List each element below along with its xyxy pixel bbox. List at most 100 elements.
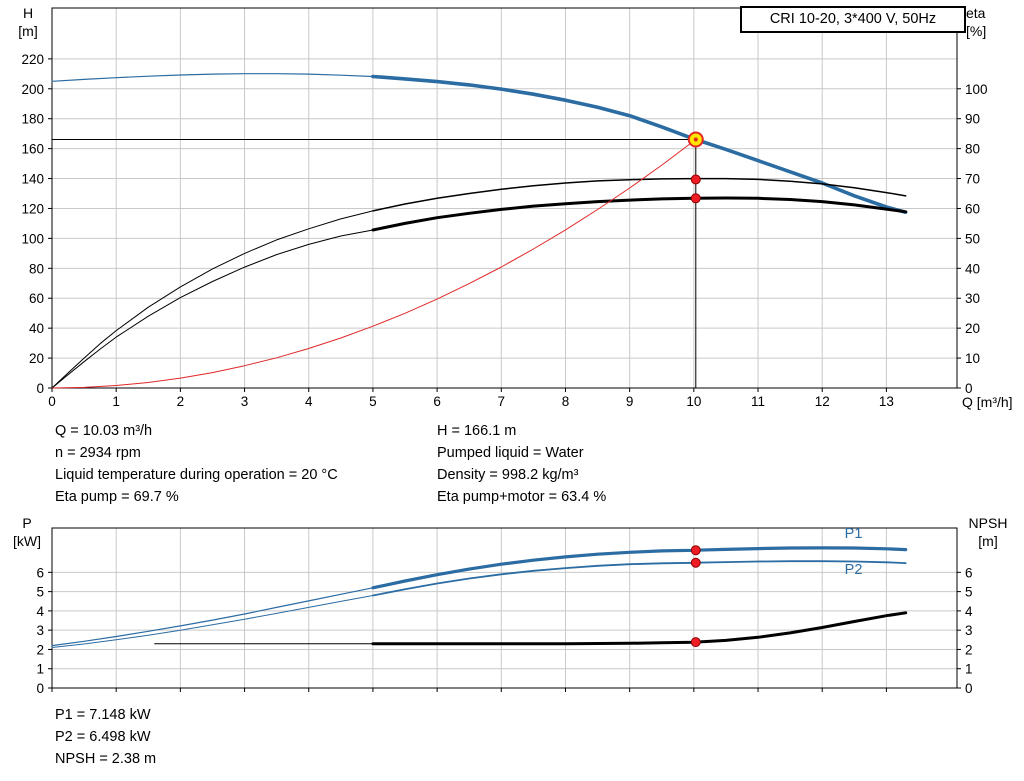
p1-point [690, 545, 701, 556]
y-left-tick-label: 5 [36, 585, 44, 600]
y-right-tick-label: 80 [965, 142, 980, 157]
y-right-tick-label: 10 [965, 351, 980, 366]
y-right-tick-label: 4 [965, 604, 973, 619]
x-tick-label: 3 [241, 394, 249, 409]
y-left-tick-label: 60 [29, 291, 44, 306]
y-left-tick-label: 160 [21, 142, 44, 157]
y-left-tick-label: 3 [36, 623, 44, 638]
info-npsh: NPSH = 2.38 m [55, 751, 157, 767]
q-axis-title: Q [m³/h] [962, 394, 1013, 410]
p2-curve-low [51, 595, 374, 648]
info-eta-pump: Eta pump = 69.7 % [55, 489, 179, 505]
y-left-tick-label: 180 [21, 112, 44, 127]
pump-title-box: CRI 10-20, 3*400 V, 50Hz [740, 6, 966, 33]
p1-curve-low [51, 587, 374, 647]
y-left-tick-label: 4 [36, 604, 44, 619]
y-right-tick-label: 90 [965, 112, 980, 127]
x-tick-label: 5 [369, 394, 377, 409]
h-axis-title: H [m] [8, 4, 48, 40]
p2-curve [372, 560, 907, 597]
y-right-tick-label: 1 [965, 662, 973, 677]
info-p1: P1 = 7.148 kW [55, 707, 151, 723]
p-axis-title: P [kW] [6, 514, 48, 550]
x-tick-label: 1 [112, 394, 120, 409]
duty-info-right: H = 166.1 m Pumped liquid = Water Densit… [437, 420, 817, 508]
y-left-tick-label: 80 [29, 261, 44, 276]
y-right-tick-label: 50 [965, 231, 980, 246]
x-tick-label: 8 [562, 394, 570, 409]
npsh-axis-title-line1: NPSH [968, 515, 1008, 531]
duty-point-center [693, 137, 698, 142]
npsh-curve [371, 611, 908, 646]
x-tick-label: 7 [498, 394, 506, 409]
y-right-tick-label: 30 [965, 291, 980, 306]
info-liquid-temp: Liquid temperature during operation = 20… [55, 467, 338, 483]
x-tick-label: 4 [305, 394, 313, 409]
p1-curve [371, 546, 908, 590]
eta-pump-curve-low [51, 210, 374, 389]
npsh-axis-title: NPSH [m] [960, 514, 1016, 550]
y-left-tick-label: 40 [29, 321, 44, 336]
p-axis-title-line1: P [22, 515, 32, 531]
eta-axis-title-line2: [%] [966, 23, 987, 39]
qh-curve-low [51, 73, 374, 82]
y-left-tick-label: 1 [36, 662, 44, 677]
y-left-tick-label: 0 [36, 681, 44, 696]
eta-pump-motor-curve [371, 196, 908, 232]
y-left-tick-label: 220 [21, 52, 44, 67]
y-right-tick-label: 20 [965, 321, 980, 336]
system-curve [51, 139, 697, 389]
y-right-tick-label: 100 [965, 82, 988, 97]
y-right-tick-label: 3 [965, 623, 973, 638]
npsh-axis-title-line2: [m] [978, 533, 998, 549]
h-axis-title-line1: H [22, 5, 34, 21]
x-tick-label: 2 [177, 394, 185, 409]
y-left-tick-label: 6 [36, 565, 44, 580]
y-left-tick-label: 0 [36, 381, 44, 396]
eta-pump-motor-curve-low [51, 229, 374, 389]
y-left-tick-label: 20 [29, 351, 44, 366]
x-tick-label: 9 [626, 394, 634, 409]
y-left-tick-label: 140 [21, 172, 44, 187]
p2-point [690, 557, 701, 568]
y-right-tick-label: 70 [965, 172, 980, 187]
info-n: n = 2934 rpm [55, 445, 141, 461]
eta-axis-title-line1: eta [966, 5, 986, 21]
y-left-tick-label: 100 [21, 231, 44, 246]
x-tick-label: 12 [815, 394, 830, 409]
info-h: H = 166.1 m [437, 423, 517, 439]
eta-pump-curve [372, 177, 907, 212]
duty-info-left: Q = 10.03 m³/h n = 2934 rpm Liquid tempe… [55, 420, 425, 508]
y-left-tick-label: 120 [21, 201, 44, 216]
h-axis-title-line2: [m] [18, 23, 38, 39]
npsh-point [690, 637, 701, 648]
y-right-tick-label: 5 [965, 585, 973, 600]
y-left-tick-label: 200 [21, 82, 44, 97]
y-right-tick-label: 0 [965, 681, 973, 696]
p-axis-title-line2: [kW] [13, 533, 41, 549]
eta-pump-point [690, 174, 701, 185]
x-tick-label: 10 [686, 394, 701, 409]
y-right-tick-label: 60 [965, 201, 980, 216]
y-right-tick-label: 6 [965, 565, 973, 580]
x-tick-label: 11 [751, 394, 765, 409]
y-left-tick-label: 2 [36, 642, 44, 657]
y-right-tick-label: 2 [965, 642, 973, 657]
p2-curve-label: P2 [845, 562, 863, 578]
eta-axis-title: eta [%] [966, 4, 1020, 40]
qh-curve [371, 74, 908, 214]
plot-border [51, 7, 958, 389]
x-tick-label: 13 [879, 394, 894, 409]
y-right-tick-label: 0 [965, 381, 973, 396]
x-tick-label: 6 [433, 394, 441, 409]
qh-eta-chart: 0 1 2 3 4 5 6 7 8 9 10 11 12 130204060801001201401601… [21, 7, 988, 409]
info-density: Density = 998.2 kg/m³ [437, 467, 579, 483]
info-q: Q = 10.03 m³/h [55, 423, 153, 439]
power-npsh-chart: 0 1 2 3 4 5 6 0 1 2 3 4 5 6 P1 P2 [36, 526, 973, 696]
y-right-tick-label: 40 [965, 261, 980, 276]
p1-curve-label: P1 [845, 526, 863, 542]
info-pumped-liquid: Pumped liquid = Water [437, 445, 584, 461]
plot-border [51, 527, 958, 689]
